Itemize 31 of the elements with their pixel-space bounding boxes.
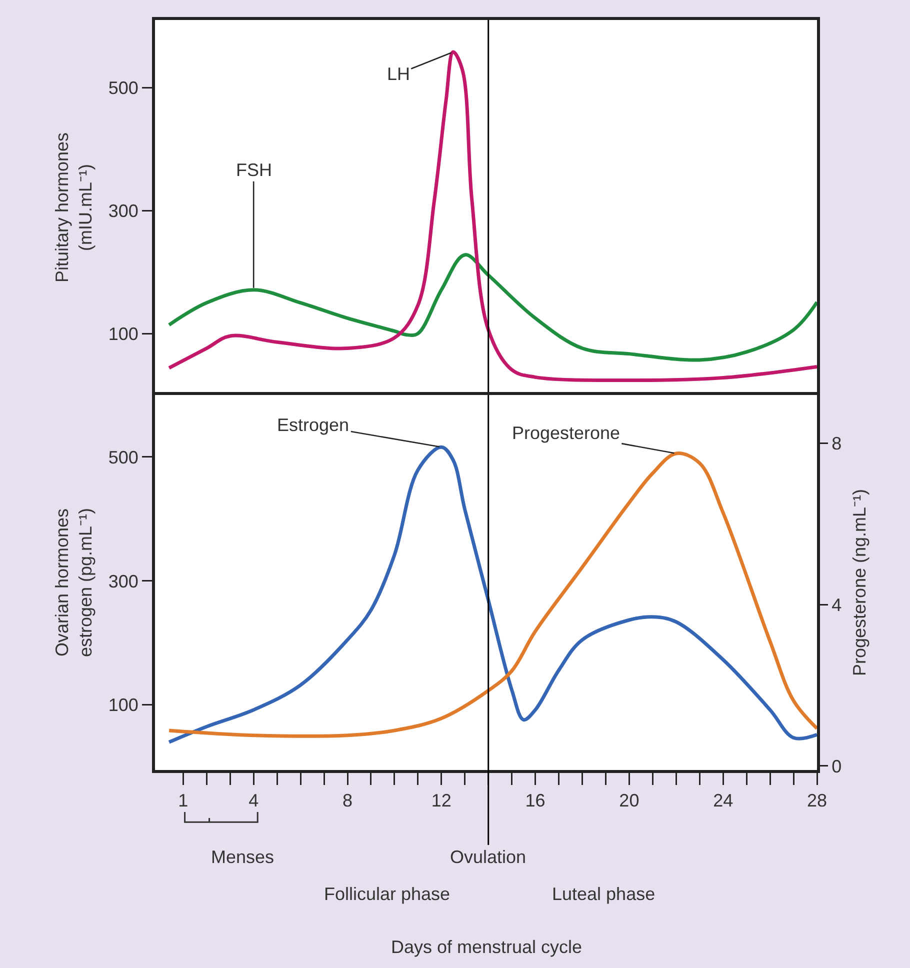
y-tick-label: 300 bbox=[108, 200, 138, 221]
y2-tick-label: 8 bbox=[832, 434, 842, 454]
y-tick-label: 500 bbox=[108, 447, 138, 468]
text: Progesterone bbox=[512, 423, 620, 443]
text: Luteal phase bbox=[552, 884, 656, 904]
y2-tick-label: 4 bbox=[832, 594, 842, 615]
x-tick-label: 12 bbox=[431, 790, 452, 811]
text: Follicular phase bbox=[324, 884, 450, 904]
ref-line-label: Ovulation bbox=[450, 847, 526, 867]
x-tick-label: 16 bbox=[525, 790, 546, 811]
x-tick-label: 28 bbox=[806, 790, 828, 811]
text: FSH bbox=[236, 160, 272, 180]
x-tick-label: 1 bbox=[178, 790, 188, 811]
text: Menses bbox=[211, 847, 274, 867]
line-series bbox=[167, 253, 817, 362]
y2-axis-title: Progesterone (ng.mL⁻¹) bbox=[850, 488, 870, 676]
y-axis-title: Pituitary hormones (mIU.mL⁻¹) bbox=[52, 132, 96, 283]
text: Estrogen bbox=[277, 415, 350, 435]
y-tick-label: 300 bbox=[108, 571, 138, 592]
x-axis-title: Days of menstrual cycle bbox=[391, 937, 582, 957]
y-tick-label: 100 bbox=[108, 695, 138, 716]
y-axis-title: Ovarian hormones estrogen (pg.mL⁻¹) bbox=[52, 508, 96, 658]
line-series bbox=[167, 50, 817, 382]
x-tick-label: 8 bbox=[342, 790, 353, 811]
y-tick-label: 500 bbox=[108, 78, 138, 98]
x-tick-label: 4 bbox=[248, 790, 259, 811]
y2-tick-label: 0 bbox=[832, 756, 842, 776]
text: LH bbox=[387, 64, 410, 84]
y-tick-label: 100 bbox=[108, 324, 138, 344]
x-tick-label: 20 bbox=[619, 790, 640, 811]
x-tick-label: 24 bbox=[713, 790, 734, 811]
